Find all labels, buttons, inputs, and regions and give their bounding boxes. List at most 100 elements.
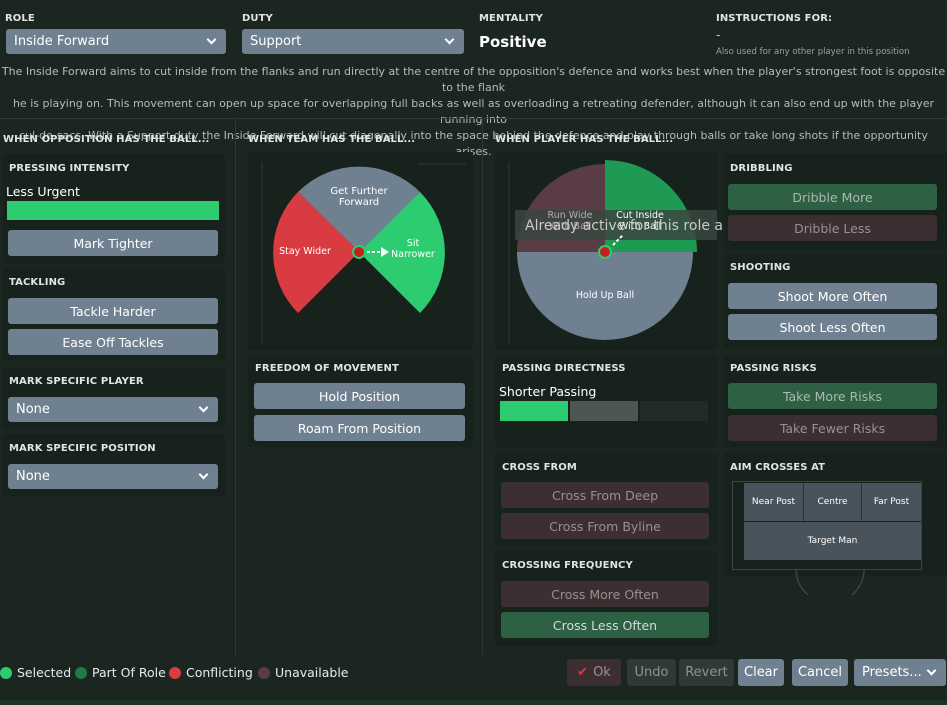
passing-risks-title: PASSING RISKS (730, 363, 817, 374)
cut-inside-label: Cut Inside With Ball (606, 210, 674, 232)
cross-from-title: CROSS FROM (502, 462, 577, 473)
dribble-more-button[interactable]: Dribble More (728, 184, 937, 210)
tackle-harder-button[interactable]: Tackle Harder (8, 298, 218, 324)
passing-title: PASSING DIRECTNESS (502, 363, 626, 374)
mark-player-select[interactable]: None (8, 397, 218, 422)
get-further-forward-segment[interactable] (298, 166, 420, 252)
instructions-label: INSTRUCTIONS FOR: (716, 13, 833, 24)
role-select[interactable]: Inside Forward (6, 29, 226, 54)
mark-tighter-button[interactable]: Mark Tighter (8, 230, 218, 256)
take-fewer-risks-button[interactable]: Take Fewer Risks (728, 415, 937, 441)
clear-button[interactable]: Clear (738, 659, 784, 686)
player-title: WHEN PLAYER HAS THE BALL... (495, 134, 674, 145)
cancel-button[interactable]: Cancel (792, 659, 848, 686)
unavailable-dot-icon (258, 666, 270, 679)
crossing-frequency-title: CROSSING FREQUENCY (502, 560, 633, 571)
sit-label-2: Narrower (391, 249, 435, 260)
mark-position-select[interactable]: None (8, 464, 218, 489)
stay-wider-label: Stay Wider (279, 246, 331, 257)
passing-value: Shorter Passing (499, 384, 597, 399)
hold-position-button[interactable]: Hold Position (254, 383, 465, 409)
legend-selected-label: Selected (17, 665, 72, 680)
arc-line (795, 568, 865, 595)
target-man-zone[interactable]: Target Man (744, 522, 921, 560)
near-post-zone[interactable]: Near Post (744, 483, 803, 521)
mark-player-value: None (16, 402, 50, 417)
selected-dot-icon (0, 666, 12, 679)
legend-unavailable: Unavailable (258, 665, 349, 680)
chevron-down-icon (444, 34, 455, 45)
shoot-less-often-button[interactable]: Shoot Less Often (728, 314, 937, 340)
divider (482, 119, 483, 655)
opposition-title: WHEN OPPOSITION HAS THE BALL... (3, 134, 210, 145)
role-value: Inside Forward (14, 34, 110, 49)
revert-button[interactable]: Revert (679, 659, 734, 686)
legend-unavailable-label: Unavailable (275, 665, 349, 680)
pressing-value: Less Urgent (6, 184, 80, 199)
mark-position-value: None (16, 469, 50, 484)
passing-shorter-segment[interactable] (500, 401, 568, 421)
description-line: The Inside Forward aims to cut inside fr… (1, 65, 946, 94)
run-wide-label: Run Wide With Ball (535, 210, 605, 232)
description-line: he is playing on. This movement can open… (12, 97, 935, 126)
legend-part-of-role: Part Of Role (75, 665, 166, 680)
centre-zone[interactable]: Centre (803, 483, 862, 521)
passing-direct-segment[interactable] (640, 401, 708, 421)
duty-select[interactable]: Support (242, 29, 464, 54)
chevron-down-icon (926, 665, 937, 676)
shoot-more-often-button[interactable]: Shoot More Often (728, 283, 937, 309)
part-of-role-dot-icon (75, 666, 87, 679)
undo-button[interactable]: Undo (627, 659, 676, 686)
sit-label-1: Sit (406, 238, 420, 249)
stay-wider-segment[interactable] (273, 192, 359, 313)
conflicting-dot-icon (169, 666, 181, 679)
instructions-value: - (716, 28, 721, 42)
team-movement-wheel[interactable] (248, 152, 473, 350)
ease-off-tackles-button[interactable]: Ease Off Tackles (8, 329, 218, 355)
player-movement-wheel[interactable] (495, 152, 717, 350)
mark-player-title: MARK SPECIFIC PLAYER (9, 376, 144, 387)
tackling-title: TACKLING (9, 277, 66, 288)
hold-up-ball-label: Hold Up Ball (575, 290, 635, 301)
bottom-bar (0, 700, 947, 705)
shooting-title: SHOOTING (730, 262, 791, 273)
chevron-down-icon (198, 469, 209, 480)
presets-button[interactable]: Presets... (854, 659, 946, 686)
run-wide-label-2: With Ball (548, 221, 592, 232)
mentality-label: MENTALITY (479, 13, 543, 24)
cross-from-deep-button[interactable]: Cross From Deep (501, 482, 709, 508)
pressing-slider[interactable] (7, 201, 219, 220)
run-wide-label-1: Run Wide (547, 210, 593, 221)
cross-from-byline-button[interactable]: Cross From Byline (501, 513, 709, 539)
dribble-less-button[interactable]: Dribble Less (728, 215, 937, 241)
divider (235, 119, 236, 655)
mentality-value: Positive (479, 33, 547, 51)
roam-from-position-button[interactable]: Roam From Position (254, 415, 465, 441)
hold-up-ball-segment[interactable] (517, 252, 693, 340)
legend-conflicting: Conflicting (169, 665, 253, 680)
divider (0, 118, 947, 119)
role-label: ROLE (5, 13, 35, 24)
legend-part-of-role-label: Part Of Role (92, 665, 166, 680)
passing-middle-segment[interactable] (570, 401, 638, 421)
far-post-zone[interactable]: Far Post (862, 483, 921, 521)
dribbling-title: DRIBBLING (730, 163, 793, 174)
presets-label: Presets... (862, 665, 922, 680)
player-dot-icon (352, 245, 366, 259)
cross-more-often-button[interactable]: Cross More Often (501, 581, 709, 607)
sit-narrower-label: Sit Narrower (383, 238, 443, 260)
legend-conflicting-label: Conflicting (186, 665, 253, 680)
aim-crosses-title: AIM CROSSES AT (730, 462, 826, 473)
mark-position-title: MARK SPECIFIC POSITION (9, 443, 156, 454)
aim-crosses-pitch (732, 481, 922, 570)
tooltip-text: Already active for this role and duty (525, 218, 777, 234)
penalty-arc (795, 568, 865, 595)
team-title: WHEN TEAM HAS THE BALL... (248, 134, 416, 145)
take-more-risks-button[interactable]: Take More Risks (728, 383, 937, 409)
ok-button[interactable]: ✔ Ok (567, 659, 621, 686)
sit-narrower-segment[interactable] (359, 192, 445, 313)
tooltip-background (515, 210, 717, 240)
cross-less-often-button[interactable]: Cross Less Often (501, 612, 709, 638)
get-further-label-2: Forward (338, 197, 380, 208)
chevron-down-icon (206, 34, 217, 45)
